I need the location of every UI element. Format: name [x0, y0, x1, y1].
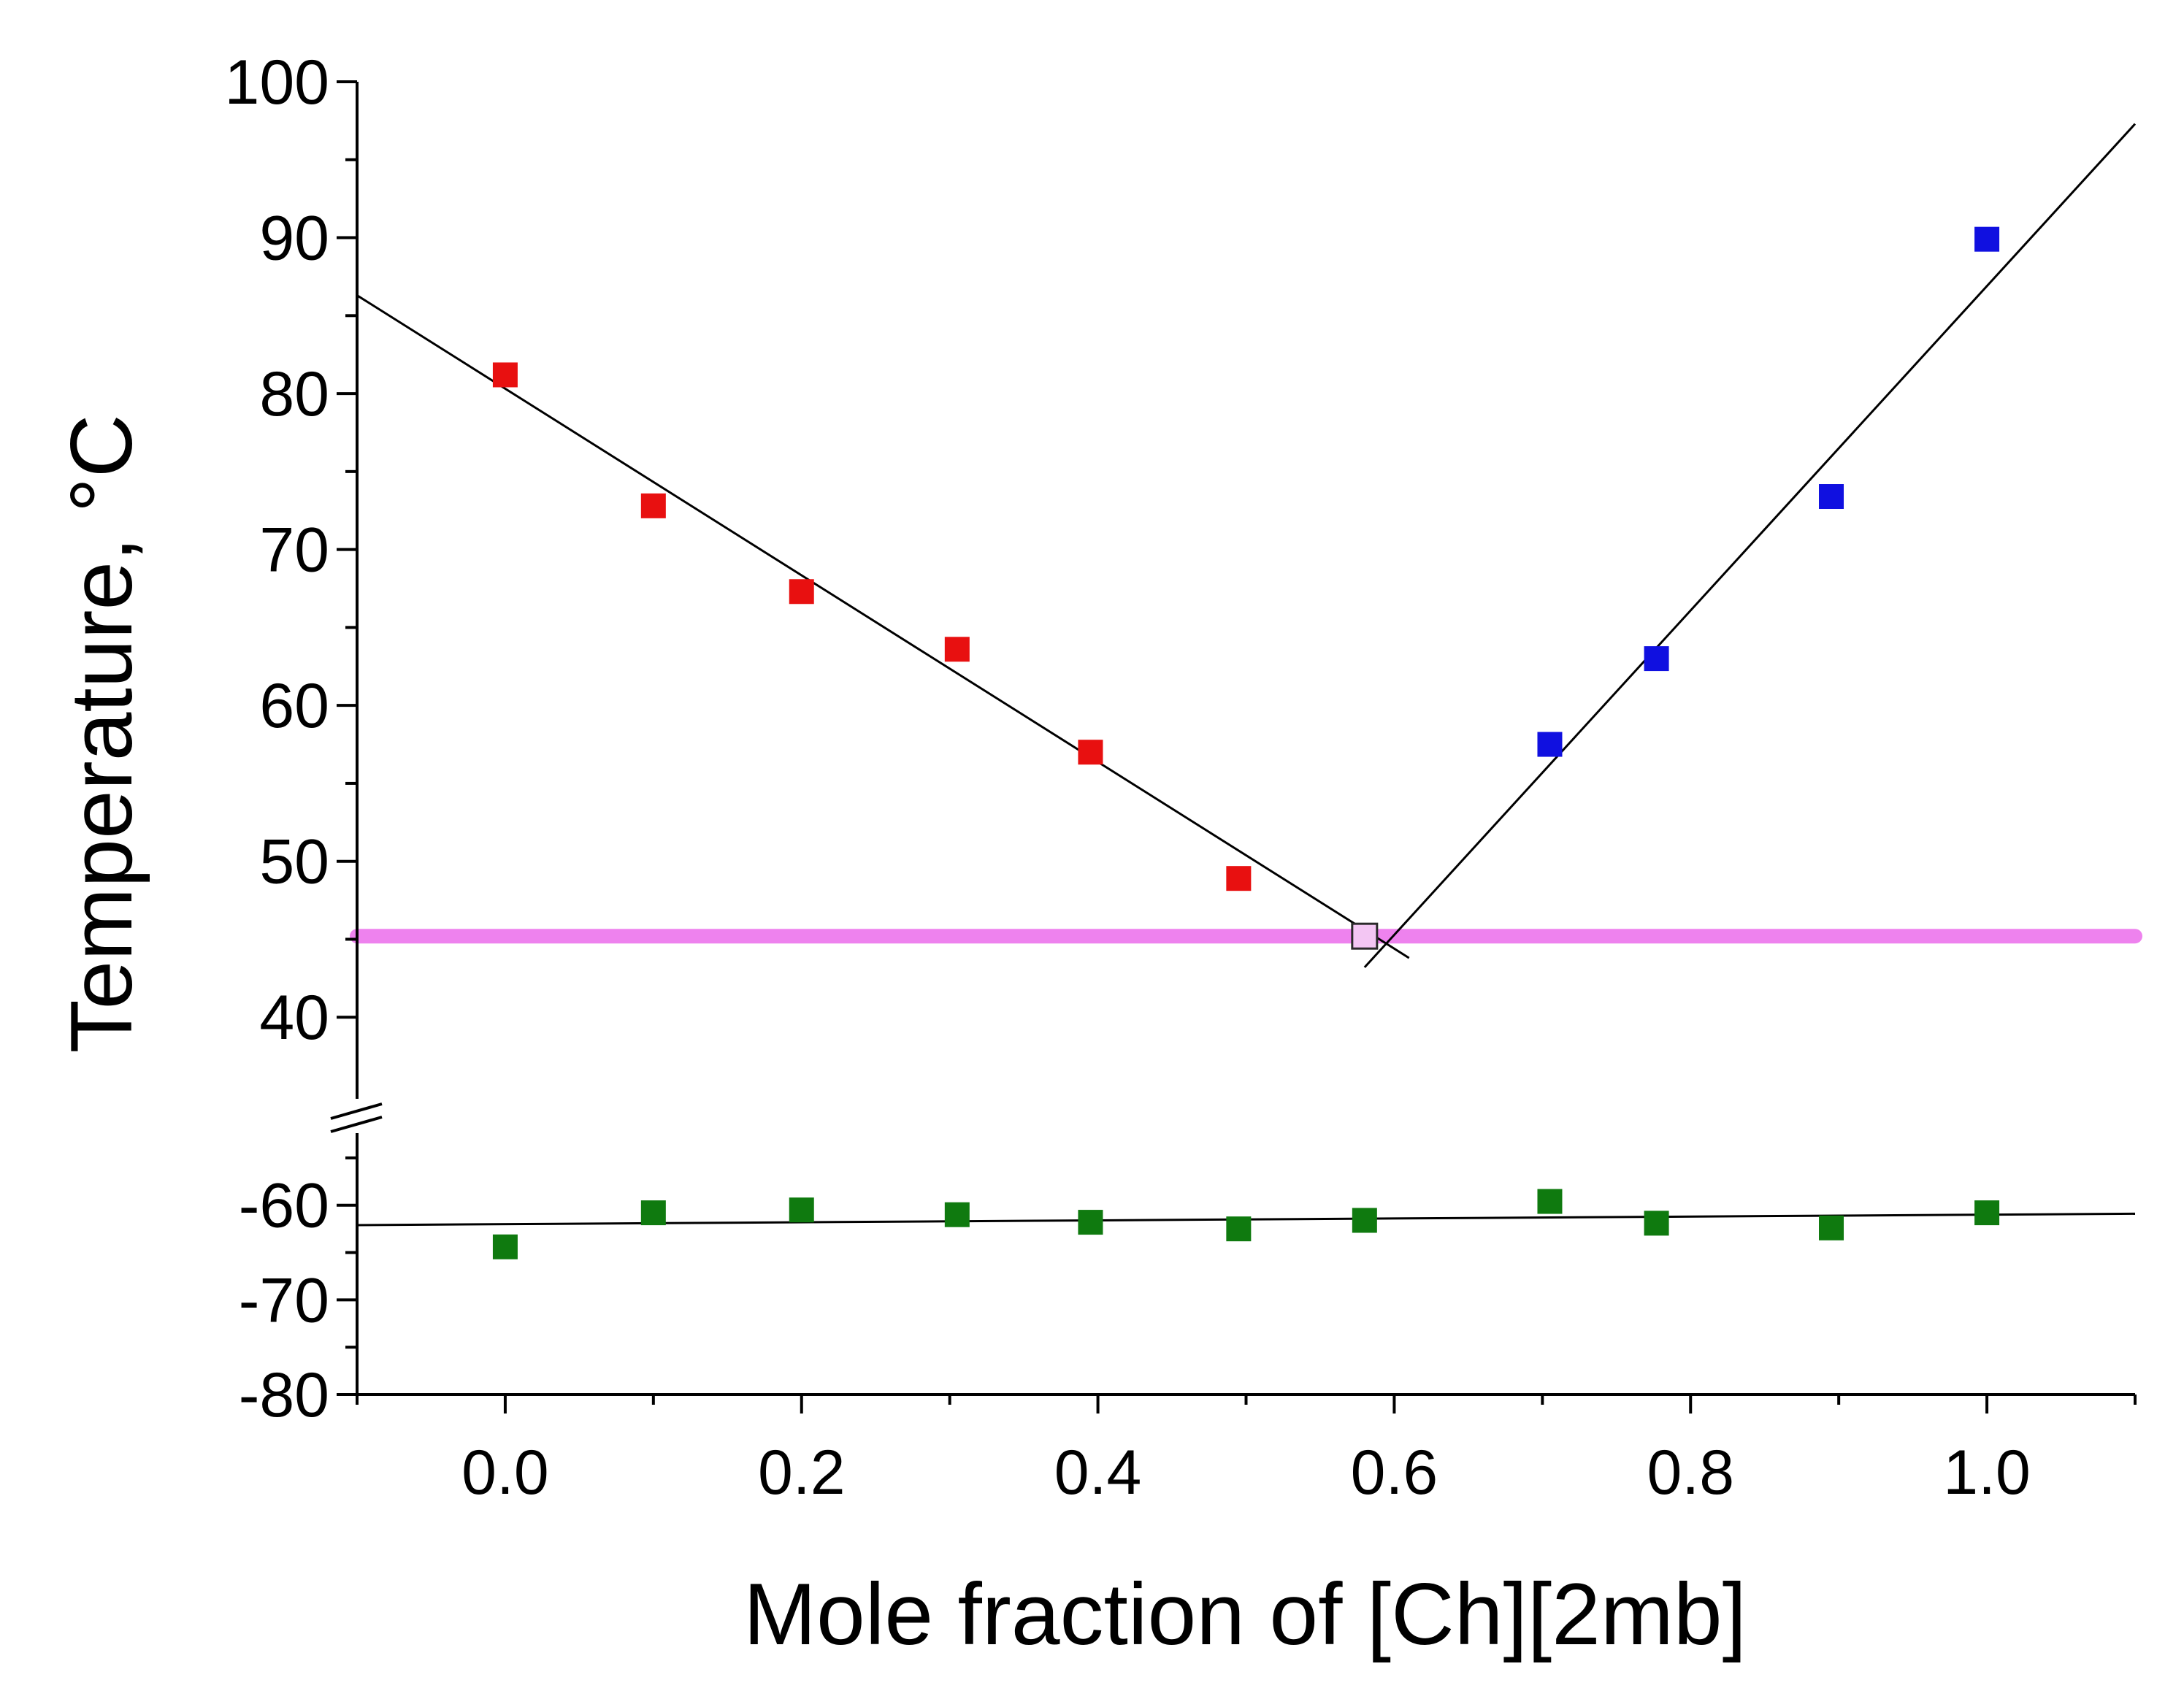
data-point [1537, 732, 1563, 757]
data-markers [492, 226, 2000, 1259]
y-tick-label: 80 [259, 359, 329, 429]
data-point [1537, 1189, 1563, 1214]
y-tick-label: -60 [239, 1171, 329, 1241]
data-point [1974, 1200, 2000, 1226]
y-tick-label: 60 [259, 671, 329, 741]
y-tick-label: 100 [225, 47, 330, 118]
data-point-eutectic [1351, 922, 1379, 950]
data-point [1819, 484, 1844, 510]
y-tick-label: 70 [259, 515, 329, 586]
data-point [1974, 226, 2000, 252]
fit-line [356, 294, 1410, 959]
y-tick-label: -80 [239, 1360, 329, 1430]
data-point [492, 1234, 518, 1259]
y-axis-title: Temperature, °C [53, 415, 150, 1054]
data-point [1644, 1211, 1669, 1236]
x-tick-label: 0.8 [1647, 1438, 1734, 1508]
y-tick-label: 90 [259, 204, 329, 274]
data-point [1644, 646, 1669, 672]
x-tick-label: 0.6 [1351, 1438, 1438, 1508]
y-tick-label: -70 [239, 1265, 329, 1335]
x-tick-label: 1.0 [1943, 1438, 2031, 1508]
data-point [789, 579, 814, 605]
data-point [789, 1197, 814, 1223]
data-point [640, 1200, 666, 1226]
tick-labels: 40 50 60 70 80 90 100 -60 -70 -80 0.0 0.2 0.4 0.6 0.8 1… [225, 47, 2031, 1508]
data-point [1078, 740, 1103, 765]
data-point [640, 493, 666, 518]
y-tick-label: 50 [259, 827, 329, 897]
data-point [944, 637, 970, 662]
x-tick-label: 0.2 [758, 1438, 846, 1508]
data-point [944, 1202, 970, 1227]
fit-lines [350, 123, 2142, 1227]
axis-break-mark [330, 1116, 383, 1133]
data-point [1078, 1210, 1103, 1235]
x-axis-title: Mole fraction of [Ch][2mb] [743, 1565, 1747, 1663]
x-tick-label: 0.4 [1054, 1438, 1142, 1508]
data-point [1352, 1208, 1377, 1233]
data-point [1226, 1216, 1252, 1242]
x-tick-label: 0.0 [461, 1438, 549, 1508]
axes [330, 80, 2137, 1413]
y-tick-label: 40 [259, 983, 329, 1053]
data-point [492, 362, 518, 388]
data-point [1226, 866, 1252, 891]
axis-break-mark [330, 1102, 383, 1120]
data-point [1819, 1215, 1844, 1240]
fit-line [1363, 123, 2137, 968]
